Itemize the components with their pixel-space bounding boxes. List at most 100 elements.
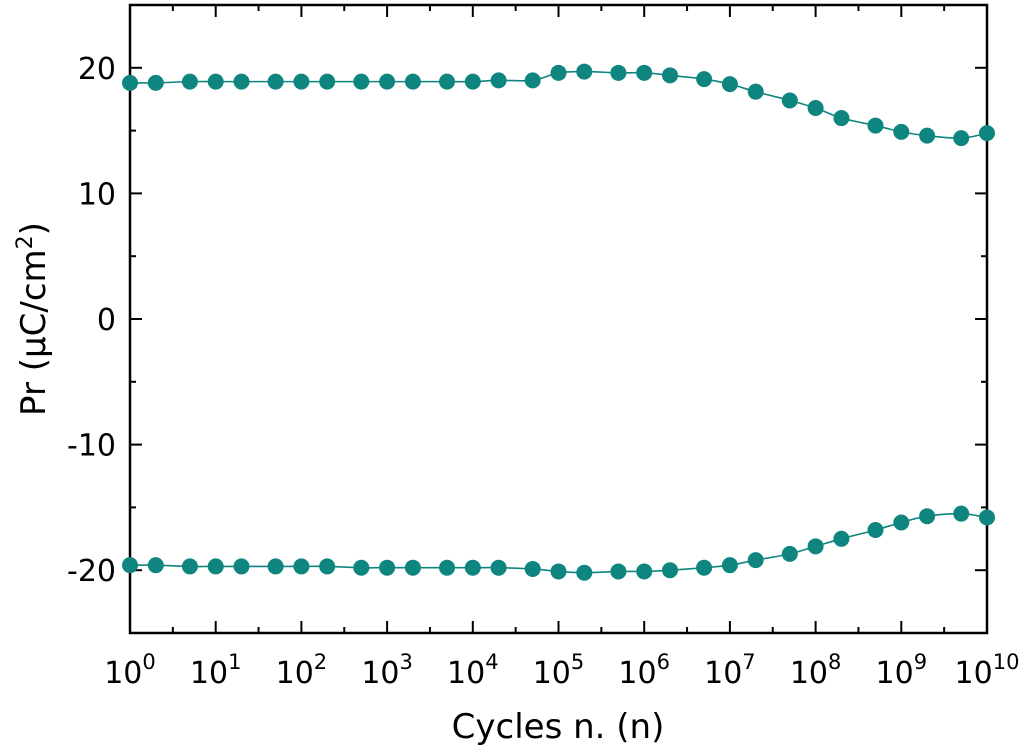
series-1-point	[550, 64, 567, 81]
series-2-point	[781, 545, 798, 562]
x-tick-base: 10	[876, 656, 914, 691]
x-tick-base: 10	[361, 656, 399, 691]
series-2-point	[293, 558, 310, 575]
series-1-point	[233, 73, 250, 90]
series-2-point	[524, 560, 541, 577]
x-axis-title: Cycles n. (n)	[452, 707, 665, 747]
x-tick-base: 10	[790, 656, 828, 691]
series-2-point	[953, 505, 970, 522]
series-2-point	[807, 538, 824, 555]
series-2-point	[404, 559, 421, 576]
series-2-point	[233, 558, 250, 575]
series-1-point	[807, 99, 824, 116]
series-2-point	[464, 559, 481, 576]
y-tick-label: 0	[97, 303, 116, 338]
series-1-point	[404, 73, 421, 90]
series-1-line	[129, 70, 988, 139]
x-tick-exponent: 5	[571, 650, 584, 674]
series-1-point	[122, 74, 138, 91]
series-2-point	[747, 552, 764, 569]
x-tick-label: 105	[533, 650, 585, 691]
x-tick-label: 107	[704, 650, 756, 691]
x-tick-exponent: 7	[742, 650, 755, 674]
series-2-point	[636, 563, 653, 580]
x-tick-exponent: 0	[142, 650, 155, 674]
x-tick-label: 108	[790, 650, 842, 691]
series-2-point	[893, 514, 910, 531]
series-1-point	[353, 73, 370, 90]
x-tick-base: 10	[533, 656, 571, 691]
series-1-point	[747, 83, 764, 100]
y-tick-label: -10	[67, 429, 116, 464]
series-2-point	[550, 563, 567, 580]
series-2-point	[833, 530, 850, 547]
x-tick-exponent: 2	[314, 650, 327, 674]
series-1-point	[181, 73, 198, 90]
series-1-point	[953, 130, 970, 147]
series-2-point	[319, 558, 336, 575]
series-1-point	[919, 127, 936, 144]
x-tick-exponent: 9	[914, 650, 927, 674]
y-tick-label: -20	[67, 554, 116, 589]
x-tick-exponent: 4	[485, 650, 498, 674]
series-1-point	[781, 92, 798, 109]
series-2-point	[181, 558, 198, 575]
series-1-point	[867, 117, 884, 134]
series-2-point	[379, 559, 396, 576]
series-1-point	[576, 63, 593, 80]
series-1-point	[893, 123, 910, 140]
x-tick-label: 106	[618, 650, 670, 691]
x-tick-label: 102	[276, 650, 328, 691]
series-1-point	[524, 72, 541, 89]
x-tick-label: 109	[876, 650, 928, 691]
series-2-point	[979, 509, 995, 526]
series-1-point	[833, 110, 850, 127]
x-tick-base: 10	[618, 656, 656, 691]
series-layer	[122, 63, 995, 581]
series-1-point	[267, 73, 284, 90]
series-1-point	[147, 74, 164, 91]
series-1-point	[207, 73, 224, 90]
series-2-point	[661, 562, 678, 579]
x-tick-base: 10	[704, 656, 742, 691]
series-1-point	[696, 71, 713, 88]
x-tick-label: 100	[104, 650, 156, 691]
series-1-point	[661, 67, 678, 84]
series-1-point	[379, 73, 396, 90]
x-tick-exponent: 10	[993, 650, 1020, 674]
series-2-point	[353, 559, 370, 576]
plot-frame	[128, 3, 989, 635]
x-tick-base: 10	[276, 656, 314, 691]
x-tick-base: 10	[447, 656, 485, 691]
series-2-point	[867, 522, 884, 539]
y-axis-title: Pr (μC/cm2)	[13, 222, 54, 416]
series-2-point	[122, 557, 138, 574]
x-tick-base: 10	[104, 656, 142, 691]
series-1-point	[293, 73, 310, 90]
series-1-point	[464, 73, 481, 90]
x-tick-exponent: 3	[400, 650, 413, 674]
series-2-point	[439, 559, 456, 576]
series-1-point	[610, 64, 627, 81]
series-1-point	[636, 64, 653, 81]
series-2-point	[490, 559, 507, 576]
y-tick-label: 10	[78, 177, 116, 212]
series-1-point	[979, 125, 995, 142]
series-2-point	[696, 559, 713, 576]
x-tick-label: 103	[361, 650, 413, 691]
axis-ticks	[129, 4, 988, 634]
series-1-point	[721, 76, 738, 93]
series-2-point	[576, 564, 593, 581]
series-1-point	[439, 73, 456, 90]
x-tick-exponent: 6	[657, 650, 670, 674]
x-tick-exponent: 1	[228, 650, 241, 674]
series-1-point	[319, 73, 336, 90]
x-tick-base: 10	[955, 656, 993, 691]
series-2-point	[267, 558, 284, 575]
y-tick-label: 20	[78, 52, 116, 87]
x-tick-label: 101	[190, 650, 242, 691]
series-2-point	[147, 557, 164, 574]
x-tick-label: 1010	[955, 650, 1020, 691]
x-tick-exponent: 8	[828, 650, 841, 674]
